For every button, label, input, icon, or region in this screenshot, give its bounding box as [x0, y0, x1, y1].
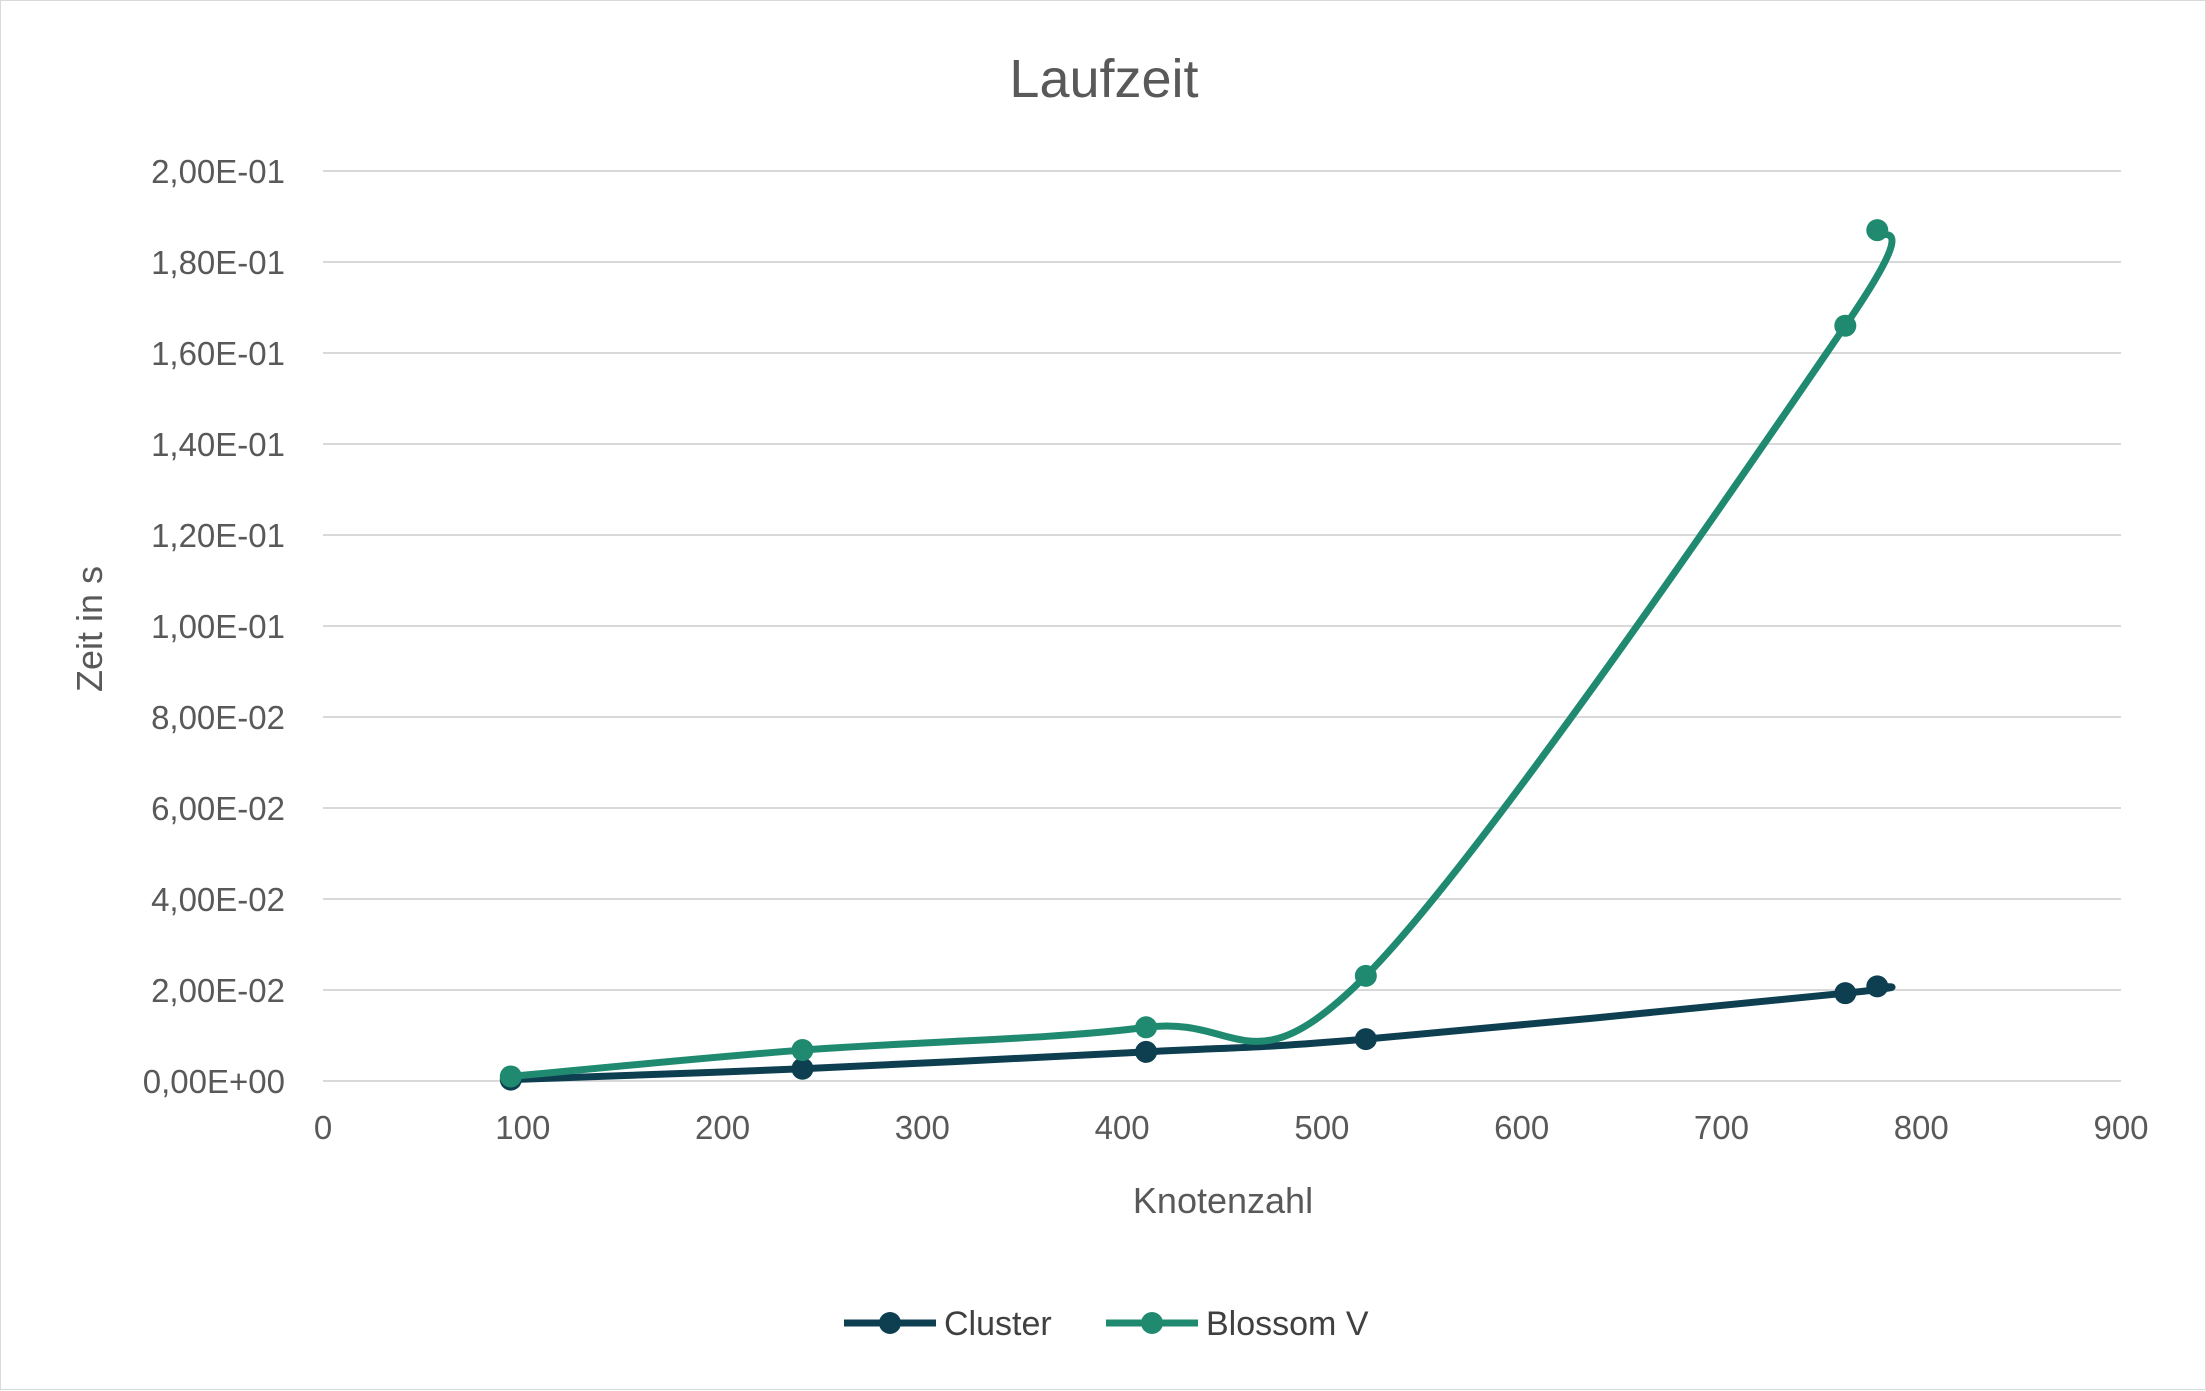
data-point: [1834, 314, 1857, 337]
data-point: [1135, 1016, 1158, 1039]
y-tick-label: 8,00E-02: [151, 699, 285, 736]
y-tick-label: 2,00E-01: [151, 153, 285, 190]
x-tick-label: 200: [695, 1109, 750, 1146]
data-point: [1866, 975, 1889, 998]
y-tick-label: 0,00E+00: [143, 1063, 285, 1100]
y-tick-label: 2,00E-02: [151, 972, 285, 1009]
y-tick-label: 1,80E-01: [151, 244, 285, 281]
x-axis-title: Knotenzahl: [1133, 1180, 1313, 1221]
x-tick-label: 0: [314, 1109, 332, 1146]
x-tick-label: 500: [1294, 1109, 1349, 1146]
legend-swatch-marker: [1141, 1312, 1163, 1334]
data-point: [1834, 982, 1857, 1005]
x-tick-label: 400: [1095, 1109, 1150, 1146]
x-tick-label: 700: [1694, 1109, 1749, 1146]
y-tick-label: 4,00E-02: [151, 881, 285, 918]
legend: Cluster Blossom V: [844, 1305, 1369, 1343]
legend-label: Blossom V: [1206, 1305, 1369, 1343]
y-tick-label: 1,60E-01: [151, 335, 285, 372]
x-tick-label: 100: [495, 1109, 550, 1146]
data-point: [1354, 1028, 1377, 1051]
series-line: [507, 226, 1896, 1080]
y-tick-label: 1,40E-01: [151, 426, 285, 463]
data-point: [791, 1057, 814, 1080]
legend-item: Cluster: [844, 1305, 1052, 1343]
legend-item: Blossom V: [1106, 1305, 1369, 1343]
data-point: [1354, 964, 1377, 987]
x-tick-label: 600: [1494, 1109, 1549, 1146]
x-tick-label: 800: [1894, 1109, 1949, 1146]
x-tick-label: 300: [895, 1109, 950, 1146]
data-point: [1135, 1040, 1158, 1063]
y-axis-ticks: 0,00E+00 2,00E-02 4,00E-02 6,00E-02 8,00E-02…: [143, 153, 285, 1100]
y-tick-label: 6,00E-02: [151, 790, 285, 827]
y-tick-label: 1,20E-01: [151, 517, 285, 554]
legend-swatch-marker: [879, 1312, 901, 1334]
x-axis-ticks: 0 100 200 300 400 500 600 700 800 900: [314, 1109, 2149, 1146]
y-axis-title: Zeit in s: [69, 566, 110, 692]
x-tick-label: 900: [2093, 1109, 2148, 1146]
data-point: [1866, 219, 1889, 242]
series-cluster: [499, 975, 1896, 1091]
series-layer: [499, 219, 1896, 1091]
gridlines: [323, 170, 2121, 991]
data-point: [499, 1065, 522, 1088]
y-tick-label: 1,00E-01: [151, 608, 285, 645]
chart-title: Laufzeit: [1009, 49, 1198, 109]
legend-label: Cluster: [944, 1305, 1052, 1343]
data-point: [791, 1039, 814, 1062]
series-blossom-v: [499, 219, 1896, 1088]
